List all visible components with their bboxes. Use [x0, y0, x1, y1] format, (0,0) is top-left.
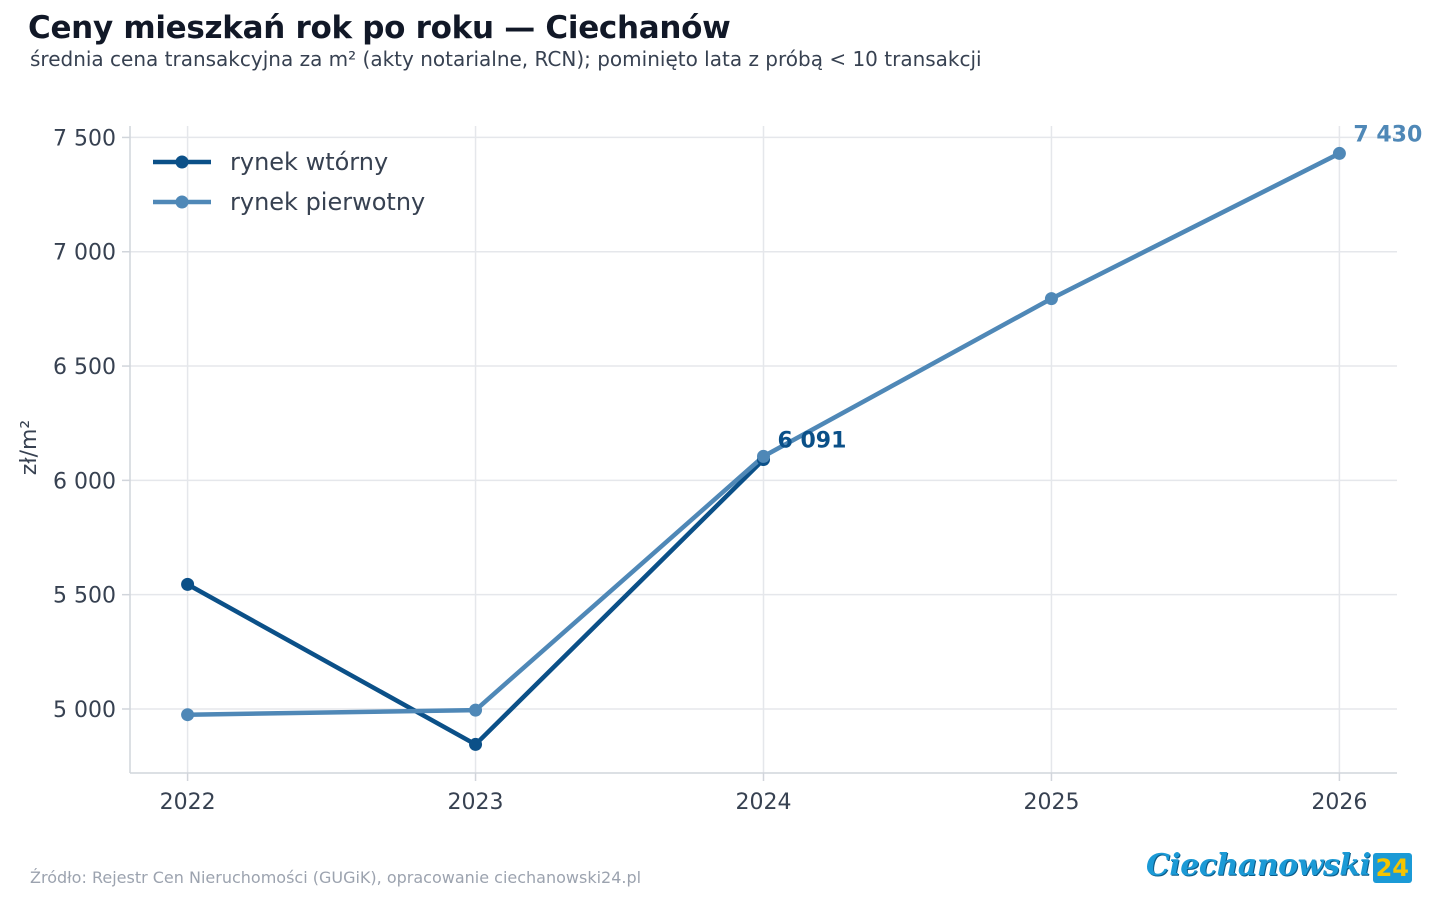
legend-swatch-marker [175, 155, 189, 169]
data-point [181, 577, 195, 591]
logo-number: 24 [1372, 853, 1412, 883]
y-tick-label: 5 500 [53, 584, 116, 609]
y-tick-label: 6 500 [53, 355, 116, 380]
data-point [1044, 292, 1058, 306]
brand-logo[interactable]: Ciechanowski 24 [1146, 848, 1412, 883]
legend-label: rynek wtórny [230, 148, 388, 176]
y-axis-label: zł/m² [17, 420, 42, 475]
data-point [1332, 146, 1346, 160]
legend-swatch-marker [175, 195, 189, 209]
y-tick-label: 7 000 [53, 241, 116, 266]
source-note: Źródło: Rejestr Cen Nieruchomości (GUGiK… [30, 868, 642, 887]
gridlines [130, 126, 1397, 773]
legend-label: rynek pierwotny [230, 188, 425, 216]
logo-word: Ciechanowski [1145, 848, 1371, 883]
axes: 5 000 5 500 6 000 6 500 7 000 7 500 2022 2023 20… [17, 126, 1397, 815]
end-value-label: 7 430 [1353, 122, 1422, 147]
y-tick-label: 7 500 [53, 126, 116, 151]
series-points [181, 146, 1346, 751]
chart-subtitle: średnia cena transakcyjna za m² (akty no… [30, 47, 982, 71]
end-value-label: 6 091 [778, 429, 847, 454]
data-point [757, 449, 770, 463]
chart-title: Ceny mieszkań rok po roku — Ciechanów [28, 10, 731, 46]
data-point [469, 737, 483, 751]
y-tick-label: 6 000 [53, 469, 116, 494]
x-tick-label: 2023 [448, 790, 504, 815]
legend: rynek wtórny rynek pierwotny [153, 148, 425, 216]
data-point [469, 703, 483, 717]
x-tick-label: 2024 [736, 790, 792, 815]
y-tick-label: 5 000 [53, 698, 116, 723]
x-tick-label: 2026 [1311, 790, 1367, 815]
data-labels: 6 091 7 430 [778, 122, 1423, 453]
x-tick-label: 2025 [1023, 790, 1079, 815]
x-tick-label: 2022 [160, 790, 216, 815]
data-point [181, 708, 195, 722]
